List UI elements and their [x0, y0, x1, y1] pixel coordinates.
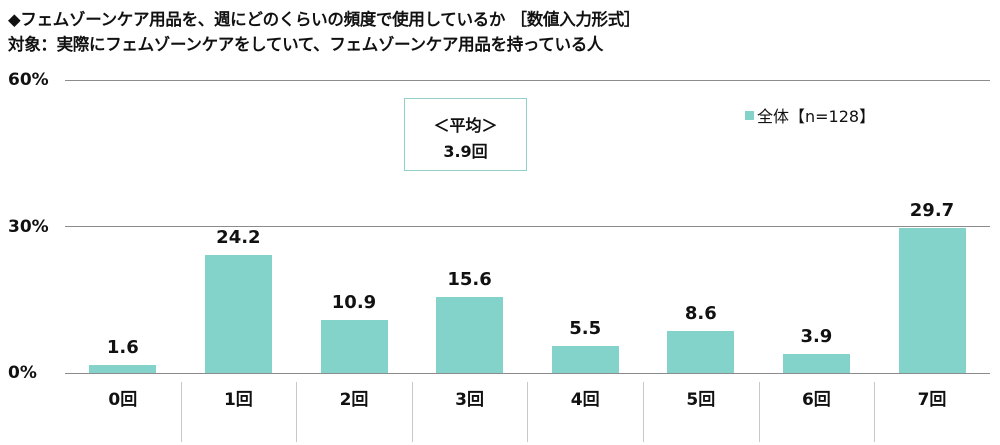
- category-separator: [759, 382, 760, 442]
- bar-3: [436, 297, 504, 373]
- chart-subtitle: 対象：実際にフェムゾーンケアをしていて、フェムゾーンケア用品を持っている人: [8, 35, 604, 54]
- bar-value-label: 1.6: [106, 337, 139, 358]
- category-separator: [296, 382, 297, 442]
- bar-value-label: 29.7: [909, 200, 955, 221]
- x-category-label: 2回: [339, 390, 369, 410]
- bar-value-label: 10.9: [331, 292, 377, 313]
- average-label: ＜平均＞: [433, 116, 498, 135]
- bar-2: [320, 320, 388, 373]
- bar-value-label: 15.6: [447, 269, 492, 290]
- x-category-label: 7回: [917, 390, 947, 410]
- x-category-label: 6回: [801, 390, 831, 410]
- y-tick-30: 30%: [8, 217, 49, 237]
- bar-4: [551, 346, 619, 373]
- bar-0: [89, 365, 157, 373]
- bar-6: [782, 354, 850, 373]
- gridline-60: [65, 80, 990, 81]
- category-separator: [412, 382, 413, 442]
- x-category-label: 3回: [455, 390, 485, 410]
- x-axis-baseline: [65, 373, 990, 374]
- x-category-label: 0回: [108, 390, 138, 410]
- average-value: 3.9回: [443, 142, 488, 161]
- gridline-30: [65, 226, 990, 227]
- category-separator: [874, 382, 875, 442]
- legend-label: 全体【n=128】: [757, 107, 876, 126]
- y-tick-60: 60%: [8, 70, 49, 90]
- bar-value-label: 3.9: [800, 326, 833, 347]
- x-category-label: 1回: [223, 390, 253, 410]
- bar-value-label: 24.2: [216, 227, 261, 248]
- bar-7: [898, 228, 966, 373]
- category-separator: [181, 382, 182, 442]
- chart-title: ◆フェムゾーンケア用品を、週にどのくらいの頻度で使用しているか ［数値入力形式］: [8, 10, 641, 29]
- category-separator: [643, 382, 644, 442]
- category-separator: [527, 382, 528, 442]
- x-category-label: 4回: [570, 390, 600, 410]
- average-box: ＜平均＞ 3.9回: [404, 98, 527, 171]
- bar-1: [204, 255, 272, 373]
- bar-5: [667, 331, 735, 373]
- legend: 全体【n=128】: [745, 103, 875, 127]
- bar-value-label: 8.6: [684, 303, 717, 324]
- y-tick-0: 0%: [8, 363, 37, 383]
- legend-swatch-icon: [745, 110, 754, 120]
- x-category-label: 5回: [686, 390, 716, 410]
- bar-value-label: 5.5: [569, 318, 602, 339]
